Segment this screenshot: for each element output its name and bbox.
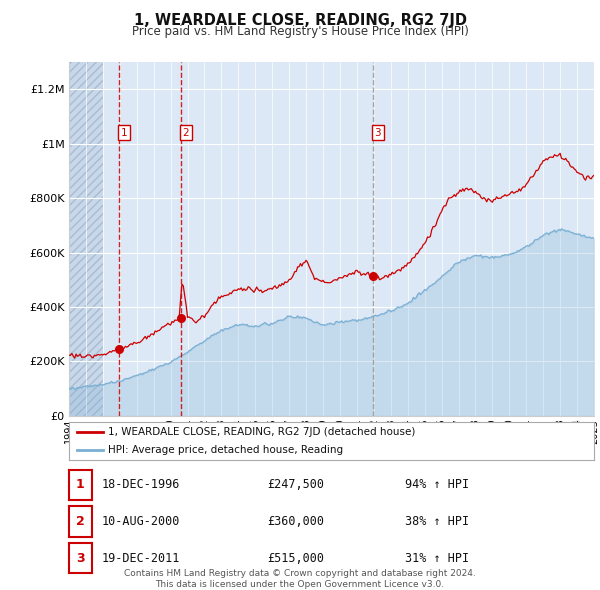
Bar	[69, 62, 103, 416]
Text: Contains HM Land Registry data © Crown copyright and database right 2024.
This d: Contains HM Land Registry data © Crown c…	[124, 569, 476, 589]
Text: HPI: Average price, detached house, Reading: HPI: Average price, detached house, Read…	[109, 445, 343, 455]
Text: 3: 3	[374, 128, 381, 137]
Text: 10-AUG-2000: 10-AUG-2000	[102, 515, 181, 528]
Text: Price paid vs. HM Land Registry's House Price Index (HPI): Price paid vs. HM Land Registry's House …	[131, 25, 469, 38]
Text: £247,500: £247,500	[267, 478, 324, 491]
Text: 1, WEARDALE CLOSE, READING, RG2 7JD: 1, WEARDALE CLOSE, READING, RG2 7JD	[133, 13, 467, 28]
Text: 31% ↑ HPI: 31% ↑ HPI	[405, 552, 469, 565]
Text: 2: 2	[76, 515, 85, 528]
Text: 19-DEC-2011: 19-DEC-2011	[102, 552, 181, 565]
Text: 1, WEARDALE CLOSE, READING, RG2 7JD (detached house): 1, WEARDALE CLOSE, READING, RG2 7JD (det…	[109, 427, 416, 437]
Text: 3: 3	[76, 552, 85, 565]
Text: 1: 1	[121, 128, 127, 137]
Text: £515,000: £515,000	[267, 552, 324, 565]
Text: 2: 2	[182, 128, 189, 137]
Text: 1: 1	[76, 478, 85, 491]
Text: 38% ↑ HPI: 38% ↑ HPI	[405, 515, 469, 528]
Text: £360,000: £360,000	[267, 515, 324, 528]
Text: 18-DEC-1996: 18-DEC-1996	[102, 478, 181, 491]
Text: 94% ↑ HPI: 94% ↑ HPI	[405, 478, 469, 491]
